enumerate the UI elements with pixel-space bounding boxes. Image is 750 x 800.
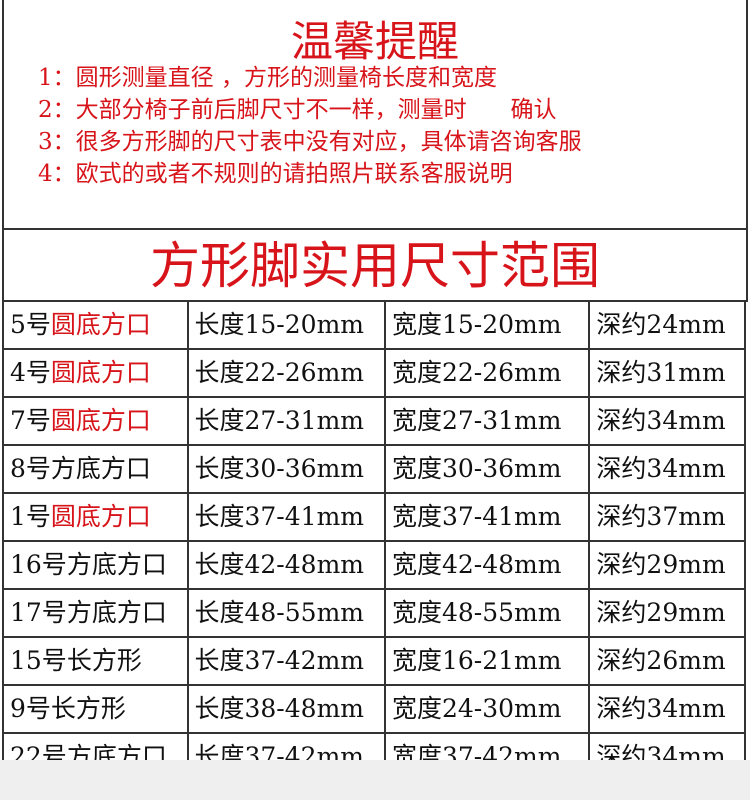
cell-name: 9号长方形 — [4, 686, 189, 732]
note: 1：圆形测量直径 ，方形的测量椅长度和宽度 — [38, 65, 497, 91]
cell-length: 长度27-31mm — [189, 398, 386, 444]
cell-width: 宽度30-36mm — [386, 446, 591, 492]
cell-depth: 深约26mm — [590, 638, 746, 684]
cell-depth: 深约29mm — [590, 542, 746, 588]
cell-depth: 深约34mm — [590, 734, 746, 760]
cell-name: 1号圆底方口 — [4, 494, 189, 540]
leg-shape: 方底方口 — [50, 454, 151, 483]
leg-shape: 长方形 — [66, 646, 142, 675]
cell-depth: 深约34mm — [590, 686, 746, 732]
table-row: 8号方底方口 长度30-36mm 宽度30-36mm 深约34mm — [2, 446, 746, 494]
cell-name: 15号长方形 — [4, 638, 189, 684]
cell-length: 长度30-36mm — [189, 446, 386, 492]
notes: 1：圆形测量直径 ，方形的测量椅长度和宽度 2：大部分椅子前后脚尺寸不一样，测量时… — [4, 62, 746, 190]
leg-number: 7号 — [10, 406, 51, 435]
leg-number: 5号 — [10, 310, 51, 339]
leg-shape: 方底方口 — [66, 598, 167, 627]
cell-width: 宽度42-48mm — [386, 542, 591, 588]
leg-number: 17号 — [10, 598, 67, 627]
table-row: 1号圆底方口 长度37-41mm 宽度37-41mm 深约37mm — [2, 494, 746, 542]
cell-length: 长度38-48mm — [189, 686, 386, 732]
leg-shape: 方底方口 — [66, 550, 167, 579]
cell-depth: 深约34mm — [590, 446, 746, 492]
leg-number: 15号 — [10, 646, 67, 675]
cell-depth: 深约34mm — [590, 398, 746, 444]
table-row: 4号圆底方口 长度22-26mm 宽度22-26mm 深约31mm — [2, 350, 746, 398]
notice-title: 温馨提醒 — [290, 17, 459, 66]
cell-name: 22号方底方口 — [4, 734, 189, 760]
cell-width: 宽度16-21mm — [386, 638, 591, 684]
leg-shape: 长方形 — [50, 694, 126, 723]
leg-number: 16号 — [10, 550, 67, 579]
content: 温馨提醒 1：圆形测量直径 ，方形的测量椅长度和宽度 2：大部分椅子前后脚尺寸不一… — [2, 0, 748, 760]
cell-width: 宽度15-20mm — [386, 302, 591, 348]
cell-depth: 深约24mm — [590, 302, 746, 348]
cell-width: 宽度24-30mm — [386, 686, 591, 732]
table-title: 方形脚实用尺寸范围 — [2, 230, 748, 302]
cell-width: 宽度37-42mm — [386, 734, 591, 760]
table-row: 15号长方形 长度37-42mm 宽度16-21mm 深约26mm — [2, 638, 746, 686]
table-row: 16号方底方口 长度42-48mm 宽度42-48mm 深约29mm — [2, 542, 746, 590]
cell-length: 长度42-48mm — [189, 542, 386, 588]
leg-number: 4号 — [10, 358, 51, 387]
notice-box: 温馨提醒 1：圆形测量直径 ，方形的测量椅长度和宽度 2：大部分椅子前后脚尺寸不一… — [2, 0, 748, 230]
leg-shape: 圆底方口 — [50, 406, 151, 435]
note: 2：大部分椅子前后脚尺寸不一样，测量时 确认 — [38, 97, 557, 123]
leg-number: 1号 — [10, 502, 51, 531]
cell-depth: 深约31mm — [590, 350, 746, 396]
bottom-bar — [0, 760, 750, 800]
cell-depth: 深约37mm — [590, 494, 746, 540]
note: 4：欧式的或者不规则的请拍照片联系客服说明 — [38, 161, 513, 187]
cell-length: 长度37-42mm — [189, 638, 386, 684]
table-row: 7号圆底方口 长度27-31mm 宽度27-31mm 深约34mm — [2, 398, 746, 446]
cell-depth: 深约29mm — [590, 590, 746, 636]
cell-name: 4号圆底方口 — [4, 350, 189, 396]
leg-shape: 圆底方口 — [50, 358, 151, 387]
cell-name: 7号圆底方口 — [4, 398, 189, 444]
cell-width: 宽度27-31mm — [386, 398, 591, 444]
cell-width: 宽度48-55mm — [386, 590, 591, 636]
table-row: 9号长方形 长度38-48mm 宽度24-30mm 深约34mm — [2, 686, 746, 734]
cell-length: 长度37-42mm — [189, 734, 386, 760]
table-row: 17号方底方口 长度48-55mm 宽度48-55mm 深约29mm — [2, 590, 746, 638]
size-table: 5号圆底方口 长度15-20mm 宽度15-20mm 深约24mm 4号圆底方口 长度22… — [2, 302, 746, 760]
cell-name: 17号方底方口 — [4, 590, 189, 636]
leg-shape: 圆底方口 — [50, 502, 151, 531]
cell-width: 宽度22-26mm — [386, 350, 591, 396]
cell-name: 8号方底方口 — [4, 446, 189, 492]
leg-number: 22号 — [10, 742, 67, 760]
cell-length: 长度37-41mm — [189, 494, 386, 540]
cell-width: 宽度37-41mm — [386, 494, 591, 540]
leg-number: 9号 — [10, 694, 51, 723]
table-row: 22号方底方口 长度37-42mm 宽度37-42mm 深约34mm — [2, 734, 746, 760]
note: 3：很多方形脚的尺寸表中没有对应，具体请咨询客服 — [38, 129, 582, 155]
cell-length: 长度48-55mm — [189, 590, 386, 636]
leg-shape: 圆底方口 — [50, 310, 151, 339]
cell-name: 16号方底方口 — [4, 542, 189, 588]
table-row: 5号圆底方口 长度15-20mm 宽度15-20mm 深约24mm — [2, 302, 746, 350]
cell-length: 长度15-20mm — [189, 302, 386, 348]
leg-shape: 方底方口 — [66, 742, 167, 760]
cell-name: 5号圆底方口 — [4, 302, 189, 348]
cell-length: 长度22-26mm — [189, 350, 386, 396]
leg-number: 8号 — [10, 454, 51, 483]
